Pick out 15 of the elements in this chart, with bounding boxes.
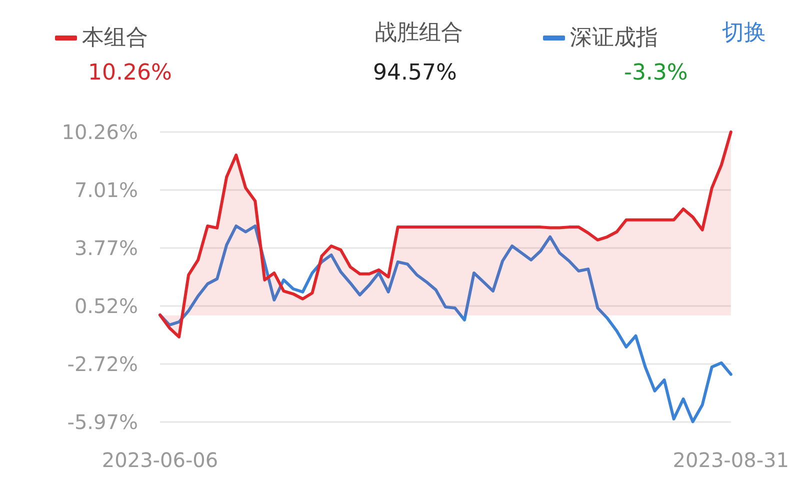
y-tick-label: -2.72% [67,352,138,376]
y-tick-label: 10.26% [62,120,138,144]
text: 战胜组合 [375,20,463,46]
x-tick-label: 2023-06-06 [102,448,218,472]
y-tick-label: 0.52% [74,294,138,318]
text: 94.57% [373,60,457,86]
legend-label: 深证成指 [570,26,658,50]
text: 切换 [722,20,766,46]
legend-label: 本组合 [82,26,148,50]
y-tick-label: 3.77% [74,236,138,260]
line-series [158,224,732,424]
x-tick-label: 2023-08-31 [672,448,789,472]
y-tick-label: 7.01% [74,178,138,202]
text: -3.3% [624,60,688,86]
y-tick-label: -5.97% [67,410,138,434]
